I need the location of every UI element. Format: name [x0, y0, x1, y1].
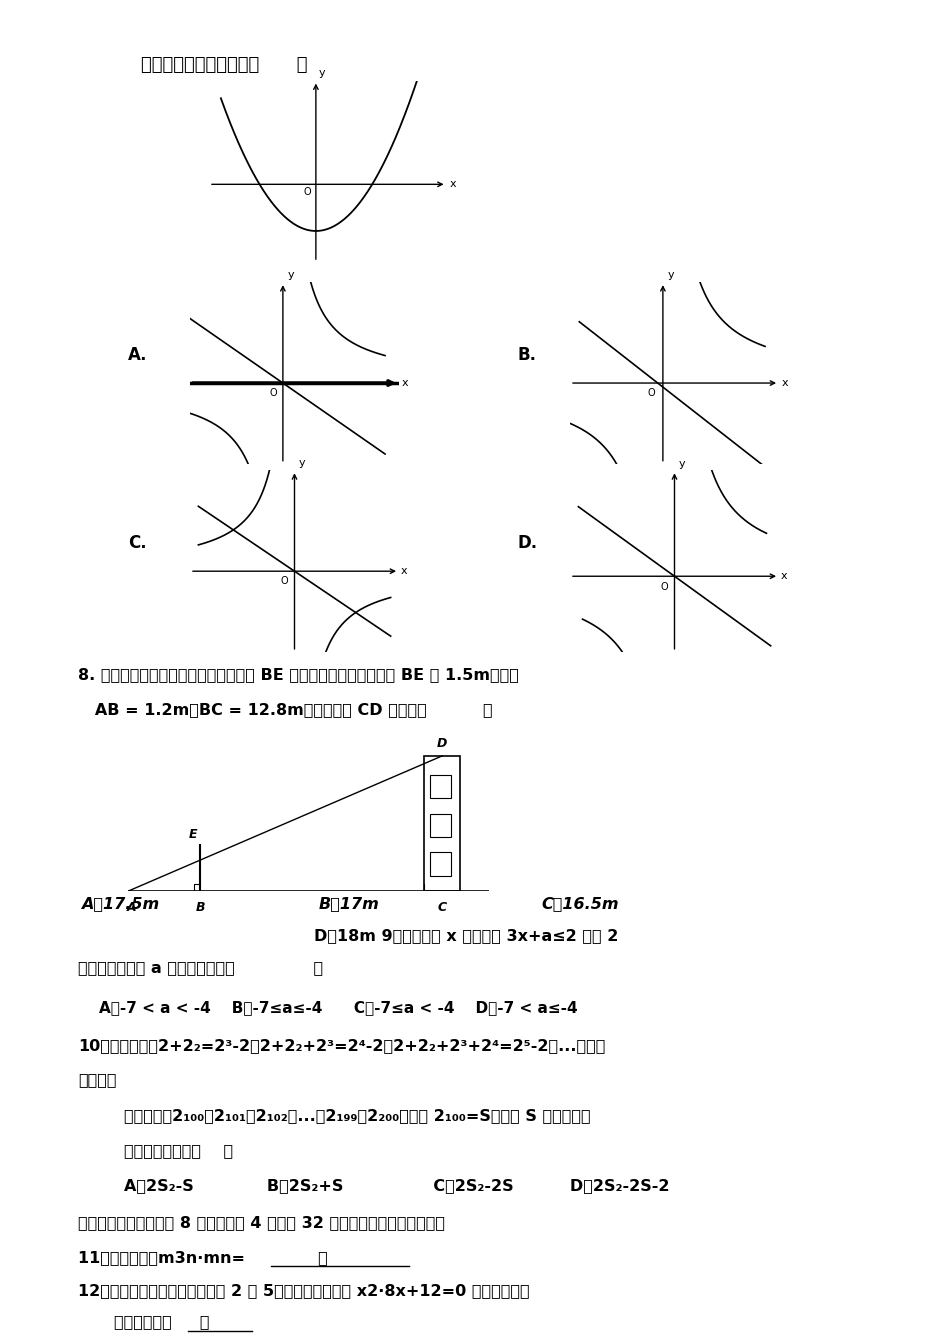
Text: 10．观看等式：2+2₂=2³-2；2+2₂+2³=2⁴-2；2+2₂+2³+2⁴=2⁵-2；...按肯定: 10．观看等式：2+2₂=2³-2；2+2₂+2³=2⁴-2；2+2₂+2³+2…: [78, 1038, 605, 1054]
Text: C.: C.: [128, 534, 147, 552]
Text: A.: A.: [128, 345, 148, 364]
Text: AB = 1.2m，BC = 12.8m，则建筑物 CD 的高是【          】: AB = 1.2m，BC = 12.8m，则建筑物 CD 的高是【 】: [78, 702, 492, 718]
Text: B: B: [196, 900, 205, 914]
Text: O: O: [303, 187, 311, 198]
Text: 角形的周长为     ．: 角形的周长为 ．: [114, 1313, 210, 1329]
Text: 的一组数：2₁₀₀，2₁₀₁，2₁₀₂，...，2₁₉₉，2₂₀₀，假设 2₁₀₀=S，用含 S 的式子表示: 的一组数：2₁₀₀，2₁₀₁，2₁₀₂，...，2₁₉₉，2₂₀₀，假设 2₁₀…: [124, 1107, 590, 1124]
Text: y: y: [668, 270, 674, 281]
Text: x: x: [401, 566, 408, 577]
Text: 8. 如下图，某校数学兴趣小组利用标杆 BE 测量建筑物的高度，标杆 BE 高 1.5m，测得: 8. 如下图，某校数学兴趣小组利用标杆 BE 测量建筑物的高度，标杆 BE 高 …: [78, 667, 519, 683]
Text: A．17.5m: A．17.5m: [81, 895, 159, 911]
Text: D.: D.: [518, 534, 538, 552]
Text: 二、填空题（本大题共 8 小题，每题 4 分，共 32 分．只要求填写最终结果）: 二、填空题（本大题共 8 小题，每题 4 分，共 32 分．只要求填写最终结果）: [78, 1215, 445, 1231]
Text: 坐标系中的图象大致是【      】: 坐标系中的图象大致是【 】: [141, 55, 307, 74]
Bar: [429, 775, 451, 798]
Bar: [429, 852, 451, 876]
Text: 个正整数解，则 a 的取值范围为【              】: 个正整数解，则 a 的取值范围为【 】: [78, 960, 323, 976]
Text: 规律排列: 规律排列: [78, 1071, 117, 1087]
Text: B.: B.: [518, 345, 537, 364]
Text: x: x: [401, 378, 408, 388]
Text: x: x: [781, 571, 788, 581]
Text: C．16.5m: C．16.5m: [542, 895, 619, 911]
Text: y: y: [298, 458, 305, 469]
Text: D: D: [437, 737, 447, 750]
Bar: [429, 814, 451, 837]
Bar: [425, 755, 461, 891]
Text: O: O: [280, 577, 288, 586]
Text: B．17m: B．17m: [318, 895, 379, 911]
Text: 这组数据的和是【    】: 这组数据的和是【 】: [124, 1142, 233, 1159]
Text: y: y: [678, 458, 685, 469]
Text: x: x: [781, 378, 788, 388]
Text: A．2S₂-S             B．2S₂+S                C．2S₂-2S          D．2S₂-2S-2: A．2S₂-S B．2S₂+S C．2S₂-2S D．2S₂-2S-2: [124, 1177, 669, 1193]
Text: D．18m 9．假设关于 x 的不等式 3x+a≤2 只有 2: D．18m 9．假设关于 x 的不等式 3x+a≤2 只有 2: [314, 927, 618, 943]
Text: 12．一个三角形的两边长分别为 2 和 5，第三边长是方程 x2·8x+12=0 的根，则该三: 12．一个三角形的两边长分别为 2 和 5，第三边长是方程 x2·8x+12=0…: [78, 1282, 529, 1298]
Text: 11．分解因式：m3n·mn=             ．: 11．分解因式：m3n·mn= ．: [78, 1250, 328, 1266]
Text: E: E: [188, 828, 197, 841]
Text: O: O: [660, 582, 668, 591]
Text: C: C: [438, 900, 446, 914]
Text: O: O: [270, 388, 277, 398]
Text: A: A: [127, 900, 137, 914]
Text: y: y: [288, 270, 294, 281]
Text: x: x: [449, 179, 456, 190]
Text: y: y: [319, 69, 326, 78]
Text: A．-7 < a < -4    B．-7≤a≤-4      C．-7≤a < -4    D．-7 < a≤-4: A．-7 < a < -4 B．-7≤a≤-4 C．-7≤a < -4 D．-7…: [78, 1000, 578, 1016]
Text: O: O: [648, 388, 656, 398]
